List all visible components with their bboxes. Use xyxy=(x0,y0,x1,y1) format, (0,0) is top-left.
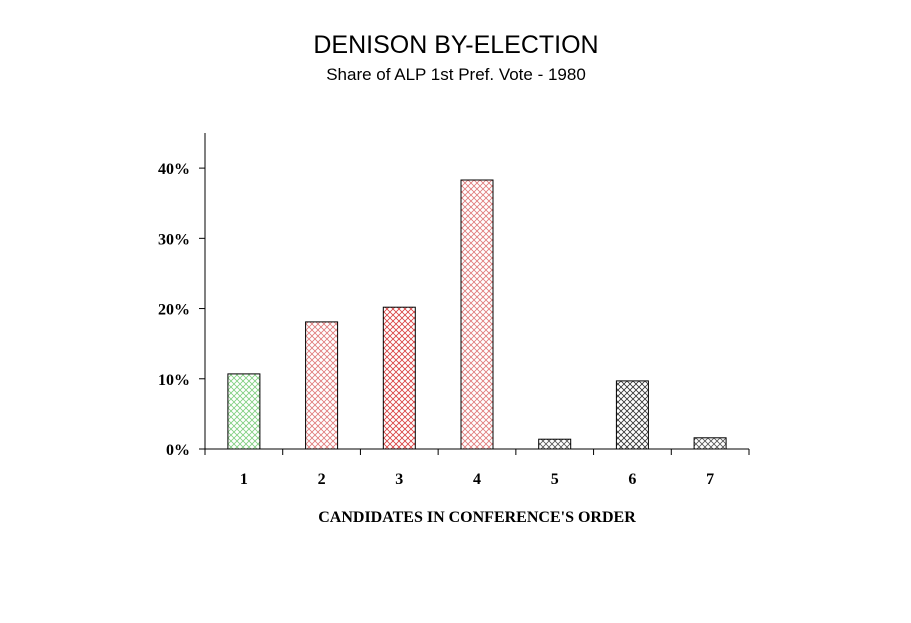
bar-candidate-3 xyxy=(382,306,416,450)
bar-candidate-2 xyxy=(305,321,339,450)
y-tick-label: 20% xyxy=(158,302,190,319)
x-tick-label: 6 xyxy=(628,471,636,488)
y-tick-label: 40% xyxy=(158,161,190,178)
axes-layer xyxy=(199,133,750,455)
bar-candidate-7 xyxy=(693,437,727,450)
x-axis-title: CANDIDATES IN CONFERENCE'S ORDER xyxy=(318,509,636,526)
bar-candidate-5 xyxy=(538,438,572,450)
x-tick-label: 5 xyxy=(551,471,559,488)
x-tick-label: 3 xyxy=(395,471,403,488)
bar-candidate-6 xyxy=(615,380,649,450)
chart-title: DENISON BY-ELECTION xyxy=(313,31,598,59)
chart-subtitle: Share of ALP 1st Pref. Vote - 1980 xyxy=(326,65,586,84)
y-tick-label: 0% xyxy=(166,442,190,459)
y-tick-label: 10% xyxy=(158,372,190,389)
bar-candidate-4 xyxy=(460,179,494,450)
bars-layer xyxy=(227,179,727,450)
x-tick-label: 2 xyxy=(318,471,326,488)
x-tick-label: 4 xyxy=(473,471,481,488)
x-tick-label: 7 xyxy=(706,471,714,488)
x-tick-label: 1 xyxy=(240,471,248,488)
bar-candidate-1 xyxy=(227,373,261,450)
labels-layer: 0% 10% 20% 30% 40% 1 2 3 4 5 6 7 xyxy=(158,161,714,488)
y-tick-label: 30% xyxy=(158,231,190,248)
